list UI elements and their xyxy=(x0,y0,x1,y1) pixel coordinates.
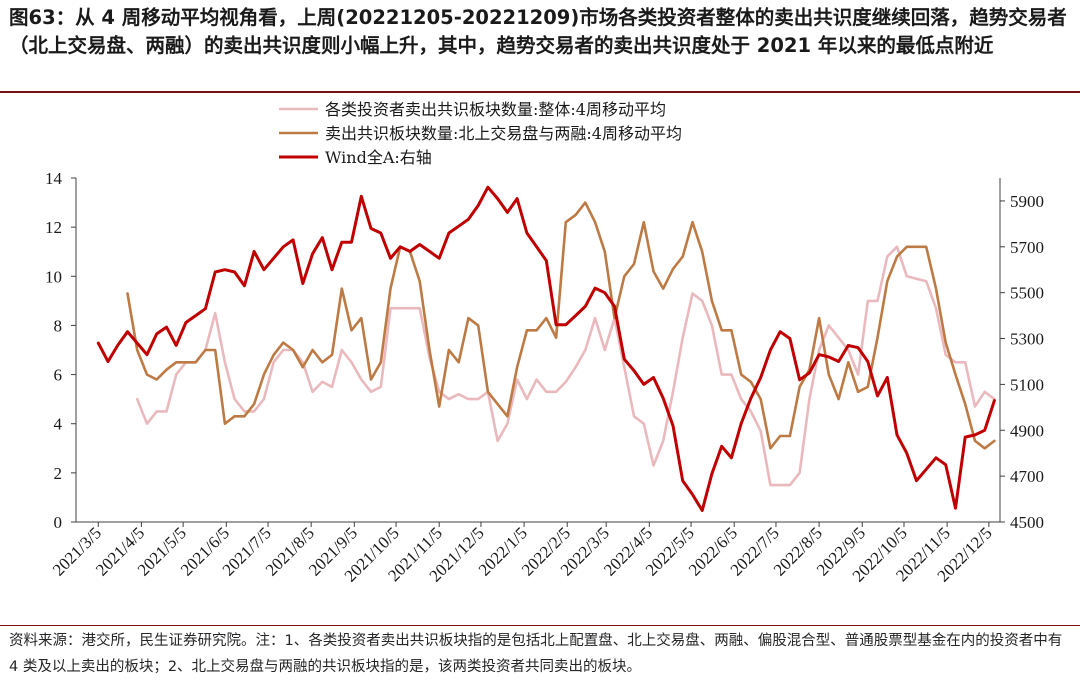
source-footnote: 资料来源：港交所，民生证券研究院。注：1、各类投资者卖出共识板块指的是包括北上配… xyxy=(9,633,1063,675)
y-right-tick-label: 5100 xyxy=(1010,375,1044,394)
y-right-tick-label: 4700 xyxy=(1010,467,1044,486)
footer-divider xyxy=(0,625,1080,626)
y-right-tick-label: 5300 xyxy=(1010,330,1044,349)
y-right-tick-label: 4900 xyxy=(1010,421,1044,440)
y-right-tick-label: 5700 xyxy=(1010,238,1044,257)
line-chart: 各类投资者卖出共识板块数量:整体:4周移动平均卖出共识板块数量:北上交易盘与两融… xyxy=(45,100,1044,586)
series-line-2 xyxy=(126,201,996,450)
y-right-tick-label: 5500 xyxy=(1010,284,1044,303)
y-left-tick-label: 10 xyxy=(45,267,62,286)
legend-label-1: 各类投资者卖出共识板块数量:整体:4周移动平均 xyxy=(325,100,666,119)
y-left-tick-label: 4 xyxy=(54,415,63,434)
title-divider xyxy=(0,91,1080,93)
legend-label-3: Wind全A:右轴 xyxy=(325,148,432,167)
y-left-tick-label: 2 xyxy=(54,464,63,483)
chart-legend: 各类投资者卖出共识板块数量:整体:4周移动平均卖出共识板块数量:北上交易盘与两融… xyxy=(279,100,682,167)
y-right-tick-label: 5900 xyxy=(1010,192,1044,211)
y-left-tick-label: 12 xyxy=(45,218,62,237)
series-line-3 xyxy=(96,185,996,512)
series-layer xyxy=(96,185,996,512)
y-left-tick-label: 8 xyxy=(54,316,63,335)
y-left-tick-label: 6 xyxy=(54,366,63,385)
y-left-tick-label: 14 xyxy=(45,169,63,188)
legend-label-2: 卖出共识板块数量:北上交易盘与两融:4周移动平均 xyxy=(325,124,682,143)
y-left-tick-label: 0 xyxy=(54,513,63,532)
chart-title: 图63：从 4 周移动平均视角看，上周(20221205-20221209)市场… xyxy=(9,6,1067,57)
series-line-1 xyxy=(135,245,996,487)
chart-axes: 0 2 4 6 8 10 12 14 4500 4700 4900 5100 5300 5500 5700 5… xyxy=(45,169,1044,586)
y-right-tick-label: 4500 xyxy=(1010,513,1044,532)
